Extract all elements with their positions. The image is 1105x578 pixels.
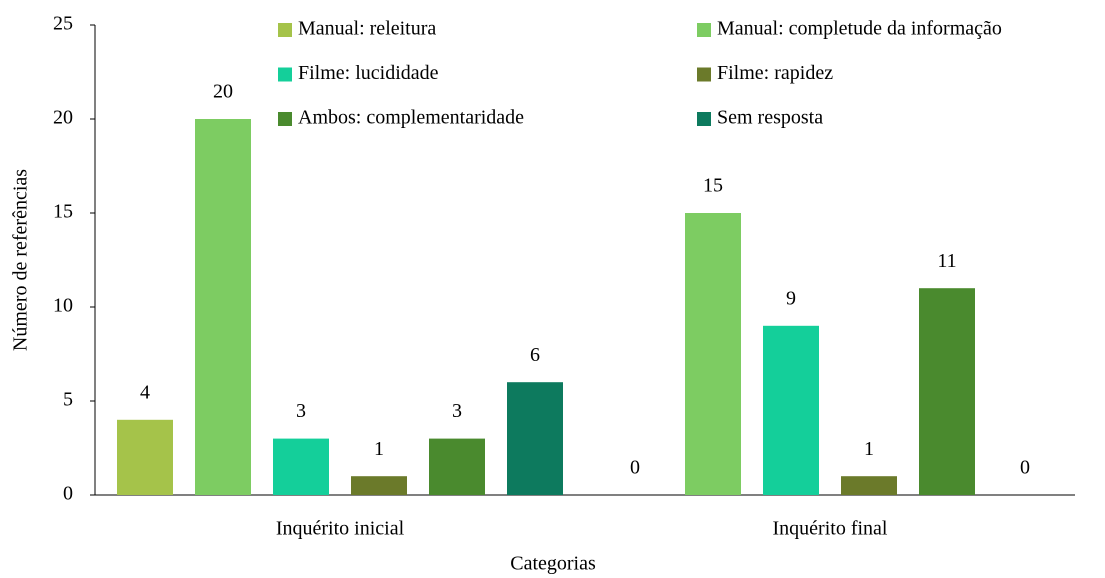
data-label: 3	[452, 400, 462, 422]
legend-label: Filme: rapidez	[717, 62, 833, 84]
y-tick-label: 25	[53, 13, 73, 35]
legend-swatch	[697, 67, 711, 82]
data-label: 6	[530, 344, 540, 366]
legend-label: Sem resposta	[717, 107, 823, 129]
legend-swatch	[278, 67, 292, 82]
data-label: 0	[630, 457, 640, 479]
y-tick-label: 20	[53, 107, 73, 129]
legend-label: Filme: lucididade	[298, 62, 439, 84]
data-label: 1	[864, 438, 874, 460]
bar	[919, 288, 975, 495]
data-label: 3	[296, 400, 306, 422]
data-label: 20	[213, 81, 233, 103]
bar	[429, 438, 485, 495]
y-tick-label: 0	[63, 483, 73, 505]
bar	[195, 119, 251, 495]
data-label: 4	[140, 381, 150, 403]
x-axis-label: Categorias	[510, 553, 596, 575]
legend-swatch	[278, 112, 292, 126]
bar	[351, 476, 407, 495]
data-label: 15	[703, 175, 723, 197]
bar	[763, 325, 819, 495]
y-tick-label: 15	[53, 201, 73, 223]
data-label: 9	[786, 287, 796, 309]
x-tick-label: Inquérito inicial	[276, 518, 405, 540]
bar	[507, 382, 563, 495]
data-label: 11	[937, 250, 956, 272]
data-label: 1	[374, 438, 384, 460]
legend-label: Manual: completude da informação	[717, 18, 1002, 40]
bar	[685, 213, 741, 495]
y-tick-label: 10	[53, 295, 73, 317]
legend-swatch	[697, 23, 711, 37]
bar	[841, 476, 897, 495]
bar	[273, 438, 329, 495]
legend-label: Manual: releitura	[298, 18, 436, 40]
legend-label: Ambos: complementaridade	[298, 107, 524, 129]
y-axis-label: Número de referências	[10, 169, 32, 351]
legend-swatch	[278, 23, 292, 37]
bar	[117, 419, 173, 495]
y-tick-label: 5	[63, 389, 73, 411]
data-label: 0	[1020, 457, 1030, 479]
x-tick-label: Inquérito final	[773, 518, 888, 540]
legend-swatch	[697, 112, 711, 126]
